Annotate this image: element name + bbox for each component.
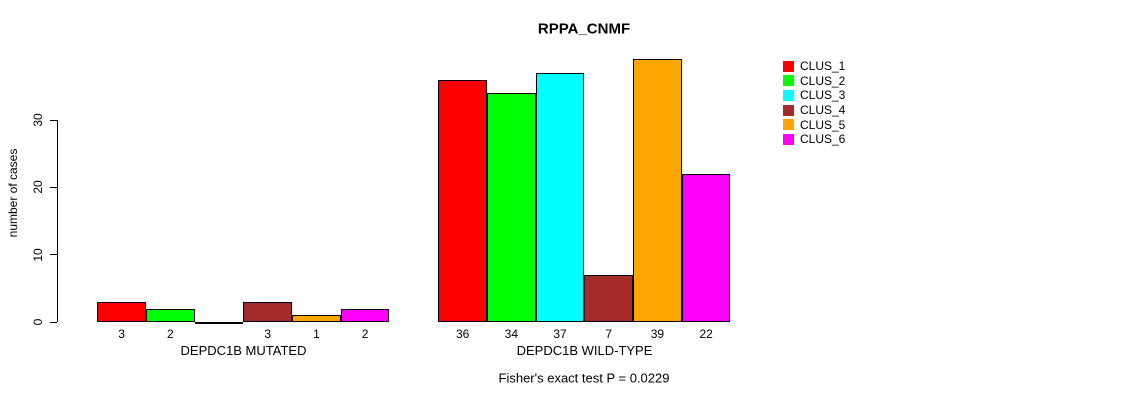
- bar-value-label: 3: [118, 327, 125, 341]
- legend-label: CLUS_4: [800, 103, 846, 118]
- chart-title: RPPA_CNMF: [537, 20, 631, 38]
- y-axis-line: [57, 120, 58, 322]
- x-group-label-mutated: DEPDC1B MUTATED: [180, 343, 307, 358]
- bar-clus_5-group1: [292, 315, 341, 322]
- bar-value-label: 2: [167, 327, 174, 341]
- legend-item-clus_4: CLUS_4: [783, 103, 845, 118]
- legend-label: CLUS_3: [800, 88, 846, 103]
- y-tick-label: 10: [31, 247, 45, 262]
- bar-clus_5-group2: [633, 59, 682, 322]
- fisher-test-annotation: Fisher's exact test P = 0.0229: [498, 370, 670, 386]
- legend-label: CLUS_2: [800, 73, 846, 88]
- legend-swatch-icon: [783, 75, 794, 87]
- legend-swatch-icon: [783, 133, 794, 145]
- legend-label: CLUS_5: [800, 117, 846, 132]
- bar-clus_3-group2: [535, 72, 585, 322]
- bar-value-label: 2: [361, 327, 369, 341]
- legend-item-clus_1: CLUS_1: [783, 59, 845, 74]
- legend-item-clus_2: CLUS_2: [783, 74, 845, 89]
- legend-item-clus_5: CLUS_5: [783, 117, 845, 132]
- y-tick-label: 30: [31, 113, 45, 127]
- x-group-label-wildtype: DEPDC1B WILD-TYPE: [516, 343, 653, 358]
- y-tick-label: 20: [31, 180, 45, 195]
- y-tick-line: [50, 254, 57, 256]
- legend-label: CLUS_1: [800, 59, 846, 74]
- y-tick-label: 0: [31, 318, 45, 326]
- legend-item-clus_6: CLUS_6: [783, 132, 845, 147]
- bar-clus_2-group1: [146, 308, 195, 322]
- bar-value-label: 1: [313, 327, 320, 341]
- legend-swatch-icon: [783, 60, 794, 72]
- bar-value-label: 3: [264, 327, 272, 341]
- bar-value-label: 36: [455, 327, 470, 341]
- legend-swatch-icon: [783, 89, 794, 101]
- legend-swatch-icon: [783, 104, 794, 116]
- bar-value-label: 7: [605, 327, 613, 341]
- y-tick-line: [50, 321, 57, 323]
- bar-clus_6-group1: [340, 308, 390, 322]
- y-tick-line: [50, 186, 57, 188]
- bar-value-label: 22: [699, 327, 713, 341]
- bar-clus_2-group2: [487, 93, 536, 322]
- y-tick-line: [50, 119, 57, 121]
- bar-clus_4-group1: [243, 301, 293, 322]
- bar-clus_3-group1: [194, 322, 244, 324]
- bar-clus_1-group1: [97, 301, 146, 322]
- legend: CLUS_1 CLUS_2 CLUS_3 CLUS_4 CLUS_5 CLUS_6: [783, 59, 845, 147]
- bar-value-label: 37: [553, 327, 567, 341]
- bar-clus_4-group2: [584, 274, 634, 322]
- legend-label: CLUS_6: [800, 132, 846, 147]
- bar-value-label: 39: [650, 327, 665, 341]
- legend-item-clus_3: CLUS_3: [783, 88, 845, 103]
- bar-value-label: 34: [504, 327, 519, 341]
- legend-swatch-icon: [783, 119, 794, 131]
- bar-clus_6-group2: [681, 173, 731, 322]
- y-axis-title: number of cases: [6, 148, 20, 238]
- bar-clus_1-group2: [438, 79, 487, 322]
